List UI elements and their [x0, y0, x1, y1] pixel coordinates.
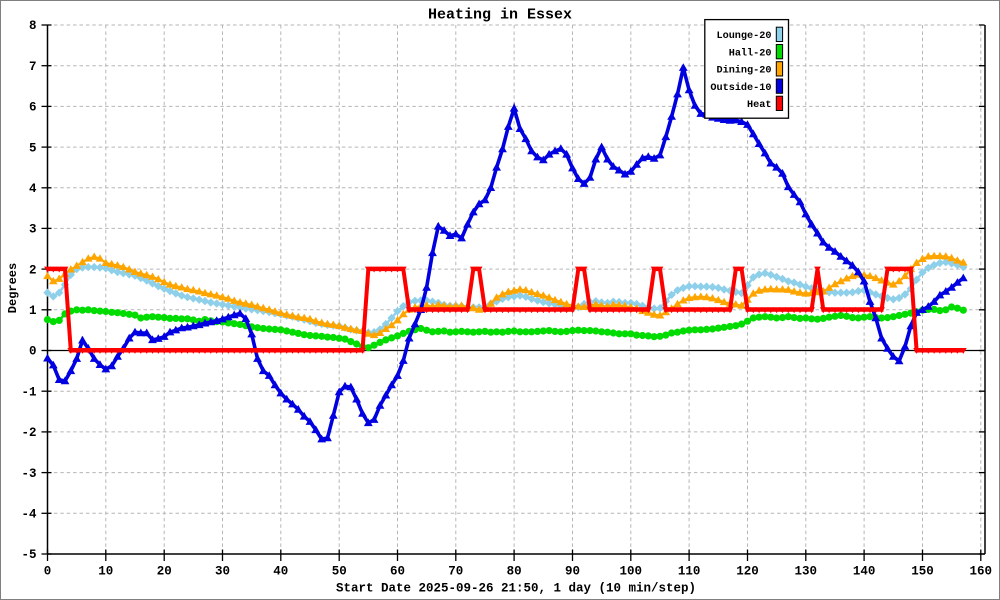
svg-text:6: 6 [29, 101, 37, 115]
svg-text:3: 3 [29, 223, 37, 237]
svg-text:110: 110 [678, 565, 701, 579]
svg-text:Lounge-20: Lounge-20 [716, 31, 771, 42]
svg-text:Heat: Heat [747, 100, 771, 111]
svg-text:0: 0 [29, 345, 37, 359]
svg-text:160: 160 [970, 565, 993, 579]
svg-text:90: 90 [565, 565, 580, 579]
svg-text:70: 70 [448, 565, 463, 579]
svg-text:100: 100 [620, 565, 643, 579]
svg-text:Degrees: Degrees [6, 263, 20, 313]
svg-text:120: 120 [736, 565, 759, 579]
svg-text:Outside-10: Outside-10 [710, 82, 771, 94]
svg-text:150: 150 [911, 565, 934, 579]
svg-text:50: 50 [332, 565, 347, 579]
svg-text:Hall-20: Hall-20 [729, 48, 772, 60]
svg-text:4: 4 [29, 182, 37, 196]
svg-text:140: 140 [853, 565, 876, 579]
svg-text:-1: -1 [21, 385, 36, 399]
svg-text:-3: -3 [21, 467, 36, 481]
svg-text:-2: -2 [21, 426, 36, 440]
svg-text:-5: -5 [21, 548, 36, 562]
svg-text:40: 40 [273, 565, 288, 579]
svg-text:60: 60 [390, 565, 405, 579]
svg-text:30: 30 [215, 565, 230, 579]
svg-text:Start Date 2025-09-26 21:50, 1: Start Date 2025-09-26 21:50, 1 day (10 m… [336, 582, 696, 596]
svg-text:7: 7 [29, 60, 37, 74]
svg-text:Dining-20: Dining-20 [716, 65, 771, 77]
svg-text:0: 0 [44, 565, 52, 579]
svg-text:130: 130 [795, 565, 818, 579]
svg-text:-4: -4 [21, 508, 37, 522]
svg-text:8: 8 [29, 19, 37, 33]
svg-text:1: 1 [29, 304, 37, 318]
svg-text:5: 5 [29, 141, 37, 155]
svg-text:Heating in Essex: Heating in Essex [428, 7, 572, 24]
svg-text:20: 20 [157, 565, 172, 579]
svg-text:10: 10 [98, 565, 113, 579]
svg-text:2: 2 [29, 263, 37, 277]
svg-text:80: 80 [507, 565, 522, 579]
